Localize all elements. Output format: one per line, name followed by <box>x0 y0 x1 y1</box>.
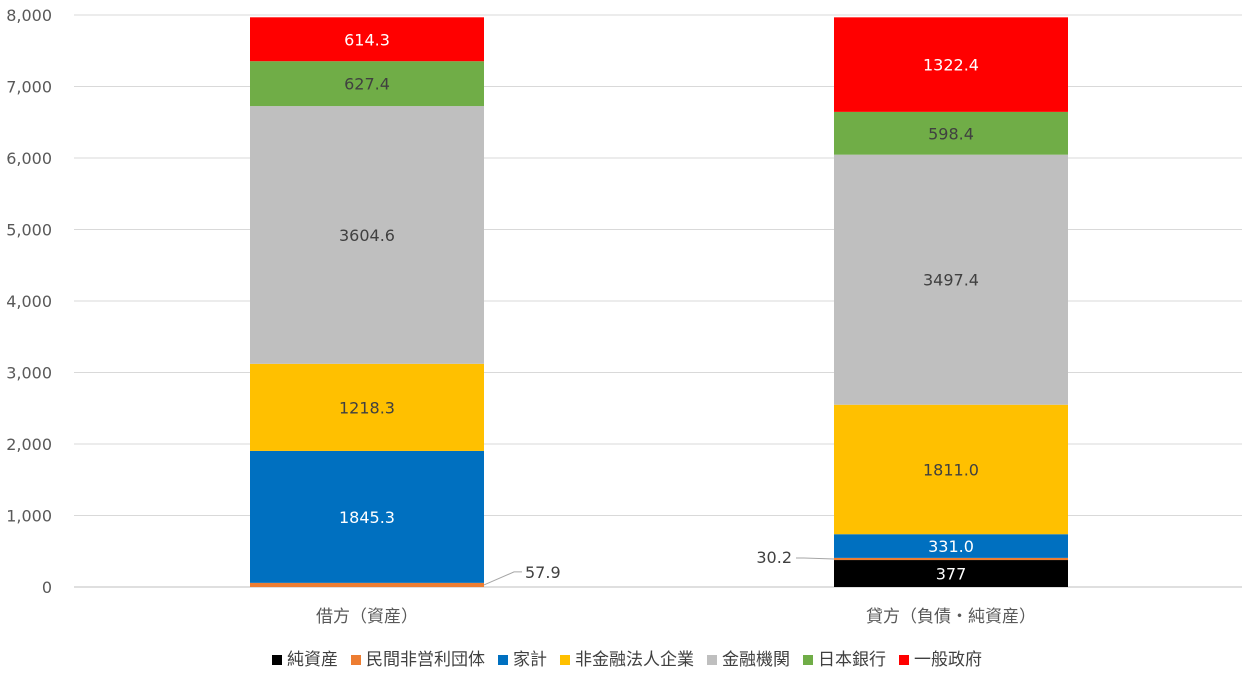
bar-segment <box>250 17 484 62</box>
bar-segment <box>834 154 1068 405</box>
bar-segment <box>250 61 484 107</box>
y-tick-label: 5,000 <box>6 221 52 240</box>
legend-label: 家計 <box>513 650 547 670</box>
data-label: 3604.6 <box>339 226 395 245</box>
data-label: 1322.4 <box>923 56 979 75</box>
bar-segment <box>250 450 484 583</box>
data-label: 627.4 <box>344 75 390 94</box>
y-axis: 0 1,000 2,000 3,000 4,000 5,000 6,000 7,000 8,00… <box>6 6 52 597</box>
leader-line <box>483 571 522 586</box>
x-category-label: 貸方（負債・純資産） <box>866 607 1036 627</box>
data-label: 30.2 <box>756 548 792 567</box>
data-label: 614.3 <box>344 30 390 49</box>
y-tick-label: 1,000 <box>6 507 52 526</box>
legend-label: 一般政府 <box>914 650 982 670</box>
y-tick-label: 2,000 <box>6 435 52 454</box>
y-tick-label: 4,000 <box>6 292 52 311</box>
bars: 57.9 1845.3 1218.3 3604.6 627.4 614.3 377 30.2 3… <box>250 17 1068 587</box>
bar-segment <box>250 582 484 587</box>
bar-segment <box>834 17 1068 112</box>
x-axis: 借方（資産） 貸方（負債・純資産） <box>316 607 1036 627</box>
data-label: 1811.0 <box>923 460 979 479</box>
bar-segment <box>834 557 1068 561</box>
data-label: 1845.3 <box>339 508 395 527</box>
data-label: 377 <box>936 565 967 584</box>
bar-segment <box>834 560 1068 587</box>
data-label: 331.0 <box>928 537 974 556</box>
legend-swatch <box>498 655 508 665</box>
legend-label: 非金融法人企業 <box>575 650 694 670</box>
legend-swatch <box>351 655 361 665</box>
data-label: 1218.3 <box>339 398 395 417</box>
legend-label: 民間非営利団体 <box>366 650 485 670</box>
legend: 純資産 民間非営利団体 家計 非金融法人企業 金融機関 日本銀行 一般政府 <box>272 650 982 670</box>
legend-label: 純資産 <box>287 650 338 670</box>
legend-swatch <box>560 655 570 665</box>
data-label: 598.4 <box>928 124 974 143</box>
y-tick-label: 0 <box>42 578 52 597</box>
bar-segment <box>834 111 1068 155</box>
data-label: 3497.4 <box>923 271 979 290</box>
bar-segment <box>250 106 484 364</box>
x-category-label: 借方（資産） <box>316 607 418 627</box>
legend-swatch <box>707 655 717 665</box>
legend-swatch <box>272 655 282 665</box>
y-tick-label: 6,000 <box>6 149 52 168</box>
bar-segment <box>834 534 1068 558</box>
leader-line <box>796 557 835 560</box>
y-tick-label: 3,000 <box>6 364 52 383</box>
y-tick-label: 8,000 <box>6 6 52 25</box>
legend-label: 金融機関 <box>722 650 790 670</box>
data-label: 57.9 <box>525 563 561 582</box>
legend-swatch <box>899 655 909 665</box>
y-tick-label: 7,000 <box>6 78 52 97</box>
bar-segment <box>834 404 1068 535</box>
legend-label: 日本銀行 <box>818 650 886 670</box>
bar-segment <box>250 363 484 451</box>
legend-swatch <box>803 655 813 665</box>
